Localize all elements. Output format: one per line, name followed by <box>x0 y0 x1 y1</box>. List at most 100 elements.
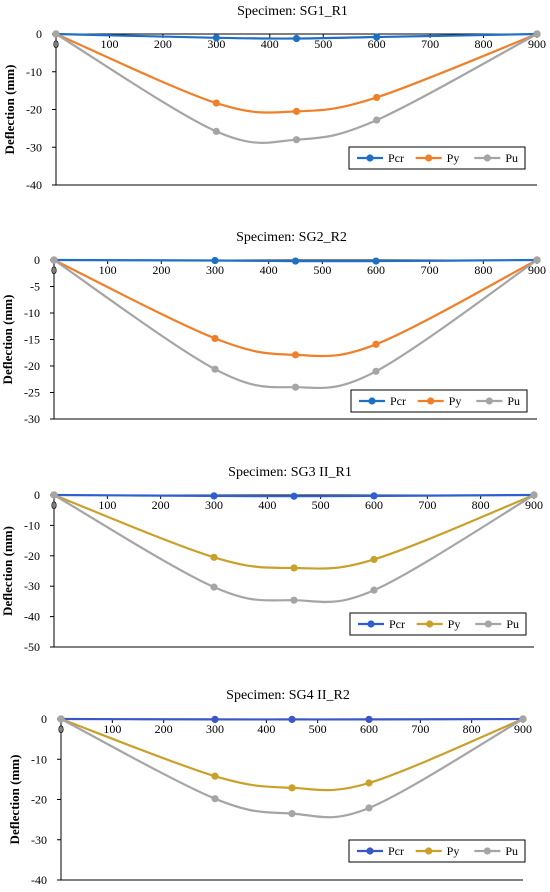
chart-panel-4: Specimen: SG4 II_R2 0 -10 -20 -30 -40 0 100 200 3… <box>7 688 532 887</box>
data-point-pcr <box>291 257 300 265</box>
legend-label: Pu <box>507 394 520 408</box>
legend-label: Pcr <box>390 394 406 408</box>
x-tick-label: 200 <box>154 37 172 51</box>
data-point-pu <box>370 586 378 594</box>
series-line-pu <box>60 718 524 819</box>
data-point-pu <box>52 30 60 38</box>
data-point-pcr <box>373 33 381 41</box>
y-tick-label: -25 <box>24 386 40 400</box>
legend-marker <box>485 397 493 405</box>
y-tick-label: -15 <box>24 333 40 347</box>
x-tick-label: 0 <box>58 722 64 736</box>
legend-marker <box>366 847 374 855</box>
y-axis-label: Deflection (mm) <box>0 526 15 616</box>
legend-label: Pu <box>505 844 518 858</box>
chart-title: Specimen: SG1_R1 <box>237 4 348 19</box>
x-tick-label: 300 <box>205 498 223 512</box>
chart-legend: Pcr Py Pu <box>348 146 526 170</box>
data-point-pu <box>519 715 527 723</box>
data-point-pcr <box>212 34 220 42</box>
y-tick-label: -30 <box>31 833 47 847</box>
y-tick-label: -10 <box>31 752 47 766</box>
x-tick-label: 300 <box>206 722 224 736</box>
legend-label: Pu <box>506 617 519 631</box>
data-point-pu <box>290 596 298 604</box>
y-tick-label: 0 <box>41 712 47 726</box>
data-point-pcr <box>288 715 296 724</box>
y-tick-label: -40 <box>26 178 42 192</box>
y-tick-label: -20 <box>24 549 40 563</box>
data-point-py <box>373 93 381 102</box>
data-point-pu <box>212 127 220 135</box>
x-tick-label: 900 <box>528 263 546 277</box>
y-tick-label: 0 <box>34 253 40 267</box>
legend-marker <box>368 397 376 405</box>
chart-title: Specimen: SG3 II_R1 <box>228 465 352 480</box>
data-point-py <box>291 351 300 359</box>
data-point-pu <box>533 30 541 38</box>
y-axis-label: Deflection (mm) <box>2 65 17 155</box>
x-tick-label: 900 <box>528 37 546 51</box>
data-point-py <box>290 564 298 572</box>
series-line-pu <box>53 259 538 390</box>
x-tick-label: 900 <box>525 498 543 512</box>
data-point-pu <box>533 256 541 264</box>
data-point-py <box>370 555 378 564</box>
data-point-pcr <box>372 257 380 265</box>
data-point-pcr <box>210 492 218 500</box>
data-point-py <box>365 779 373 787</box>
chart-panel-1: Specimen: SG1_R1 0 -10 -20 -30 -40 0 100 200 300 4… <box>2 4 546 192</box>
y-tick-label: -5 <box>30 280 40 294</box>
x-tick-label: 300 <box>206 263 224 277</box>
chart-title: Specimen: SG2_R2 <box>236 230 347 245</box>
x-tick-label: 100 <box>100 37 118 51</box>
legend-marker <box>427 397 435 405</box>
x-tick-label: 600 <box>360 722 378 736</box>
x-tick-label: 0 <box>51 263 57 277</box>
y-tick-label: 0 <box>34 488 40 502</box>
legend-marker <box>366 154 374 162</box>
x-tick-label: 300 <box>207 37 225 51</box>
x-tick-label: 200 <box>152 498 170 512</box>
y-tick-label: -10 <box>24 306 40 320</box>
x-tick-label: 700 <box>418 498 436 512</box>
data-point-pu <box>372 367 380 375</box>
legend-label: Py <box>447 844 460 858</box>
series-line-py <box>53 259 538 358</box>
x-tick-label: 800 <box>463 722 481 736</box>
x-tick-label: 0 <box>53 37 59 51</box>
chart-panel-2: Specimen: SG2_R2 0 -5 -10 -15 -20 -25 -30 0 100 20… <box>0 230 546 426</box>
series-line-pu <box>53 494 535 604</box>
x-tick-label: 0 <box>51 498 57 512</box>
y-tick-label: -20 <box>26 103 42 117</box>
data-point-pu <box>57 715 65 723</box>
legend-label: Pcr <box>388 844 404 858</box>
x-tick-label: 500 <box>313 263 331 277</box>
x-tick-label: 200 <box>152 263 170 277</box>
x-tick-label: 500 <box>309 722 327 736</box>
data-point-py <box>212 99 220 107</box>
data-point-pcr <box>365 715 373 724</box>
x-tick-label: 800 <box>475 37 493 51</box>
legend-marker <box>483 154 491 162</box>
legend-marker <box>484 620 492 628</box>
series-line-py <box>60 717 524 792</box>
series-line-py <box>53 493 535 570</box>
x-tick-label: 400 <box>257 722 275 736</box>
x-tick-label: 100 <box>98 498 116 512</box>
data-point-py <box>211 334 219 343</box>
data-point-py <box>372 340 380 348</box>
x-tick-label: 600 <box>367 263 385 277</box>
chart-panel-3: Specimen: SG3 II_R1 0 -10 -20 -30 -40 -50 0 100 2… <box>0 465 543 654</box>
x-tick-label: 100 <box>99 263 117 277</box>
legend-marker <box>425 154 433 162</box>
data-point-pu <box>288 809 296 818</box>
x-tick-label: 900 <box>514 722 532 736</box>
data-point-pu <box>211 365 219 373</box>
data-point-pu <box>211 795 219 803</box>
y-tick-label: -20 <box>24 359 40 373</box>
x-tick-label: 800 <box>472 498 490 512</box>
y-tick-label: 0 <box>36 27 42 41</box>
y-tick-label: -40 <box>24 610 40 624</box>
data-point-pcr <box>290 492 298 500</box>
